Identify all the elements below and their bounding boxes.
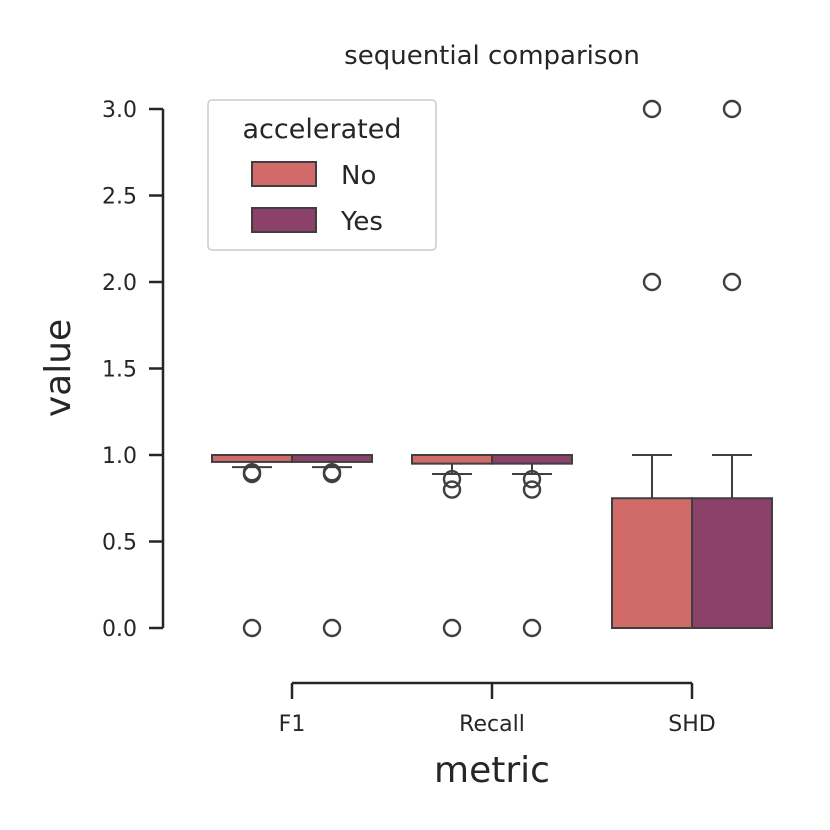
- x-tick-label: SHD: [668, 712, 715, 737]
- x-tick-label: F1: [279, 712, 306, 737]
- box-iqr: [411, 454, 493, 465]
- y-tick-label: 3.0: [102, 98, 137, 123]
- legend-label-no: No: [341, 161, 376, 191]
- box-iqr: [691, 497, 773, 629]
- box-iqr: [491, 454, 573, 465]
- outlier-point: [242, 618, 262, 638]
- outlier-point: [442, 470, 462, 489]
- outlier-point: [642, 99, 662, 119]
- chart-title: sequential comparison: [344, 41, 640, 71]
- outlier-point: [722, 99, 742, 119]
- box-group: [211, 454, 293, 638]
- y-tick-label: 2.0: [102, 271, 137, 296]
- y-axis: 0.0 0.5 1.0 1.5 2.0 2.5 3.0: [102, 98, 165, 642]
- box-group: [491, 454, 573, 638]
- outlier-point: [442, 480, 462, 499]
- y-tick-label: 2.5: [102, 185, 137, 210]
- outlier-point: [322, 463, 342, 482]
- legend: accelerated No Yes: [207, 99, 437, 251]
- outlier-point: [522, 618, 542, 638]
- outlier-point: [642, 272, 662, 292]
- outlier-point: [442, 618, 462, 638]
- x-tick-label: Recall: [459, 712, 525, 737]
- box-iqr: [611, 497, 693, 629]
- outlier-point: [722, 272, 742, 292]
- legend-title: accelerated: [243, 114, 402, 145]
- outlier-point: [522, 480, 542, 499]
- y-axis-title: value: [38, 319, 79, 417]
- box-group: [611, 99, 693, 629]
- plot-area: [211, 99, 773, 638]
- box-group: [691, 99, 773, 629]
- y-tick-label: 0.5: [102, 531, 137, 556]
- box-iqr: [291, 454, 373, 463]
- box-group: [291, 454, 373, 638]
- legend-swatch-yes: [251, 207, 317, 233]
- y-tick-label: 1.0: [102, 444, 137, 469]
- outlier-point: [522, 470, 542, 489]
- y-tick-label: 1.5: [102, 358, 137, 383]
- x-axis-title: metric: [434, 750, 550, 791]
- legend-label-yes: Yes: [340, 207, 383, 237]
- x-axis: F1 Recall SHD: [279, 681, 716, 737]
- box-iqr: [211, 454, 293, 463]
- outlier-point: [322, 618, 342, 638]
- box-group: [411, 454, 493, 638]
- y-tick-label: 0.0: [102, 617, 137, 642]
- legend-swatch-no: [251, 161, 317, 187]
- outlier-point: [242, 463, 262, 482]
